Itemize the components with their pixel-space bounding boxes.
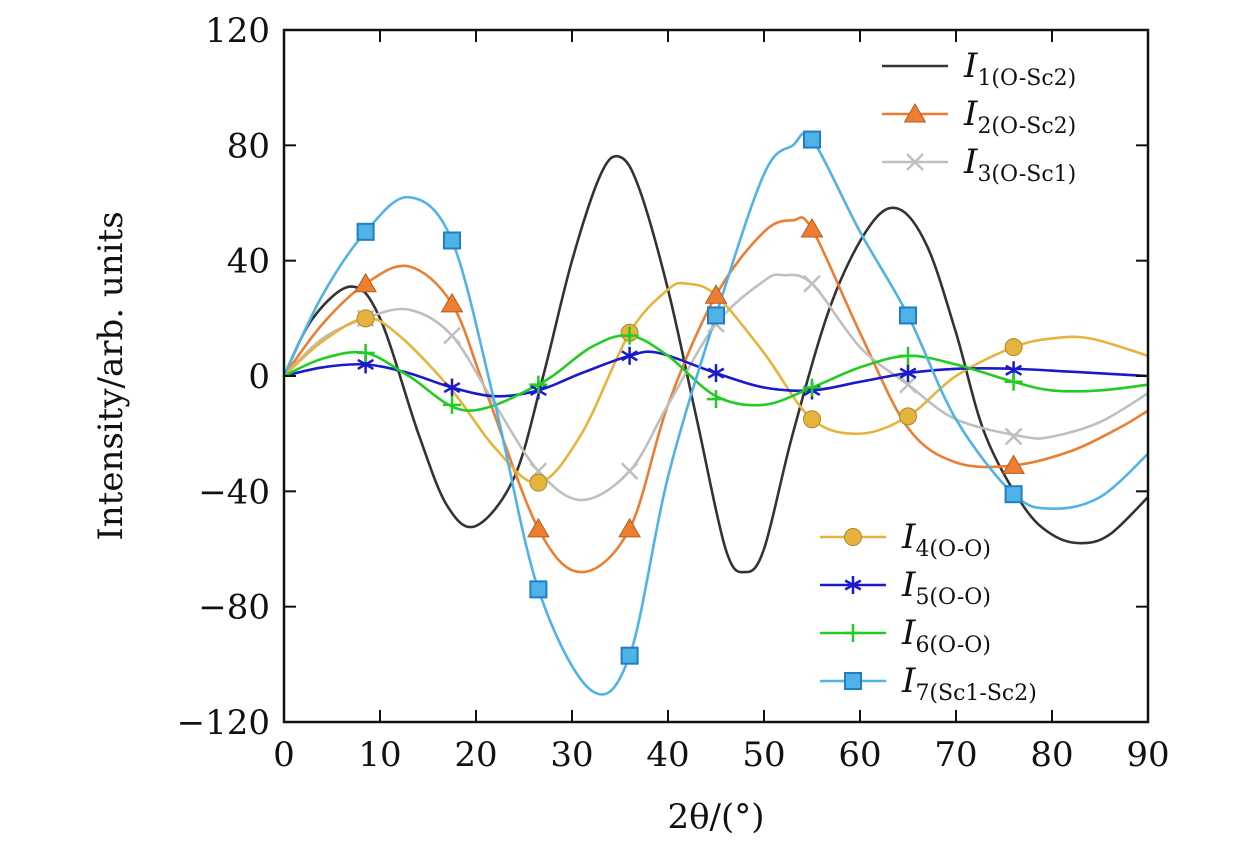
series-markers-4: [356, 309, 1023, 492]
legend-marker: [903, 103, 927, 123]
series-markers: [354, 130, 1025, 665]
data-point-marker: [1002, 454, 1025, 474]
data-point-marker: [443, 231, 461, 250]
data-point-marker: [803, 378, 821, 397]
legend-label: I1(O-Sc2): [963, 46, 1076, 91]
legend-label: I6(O-O): [901, 613, 991, 658]
y-axis-title: Intensity/arb. units: [91, 211, 131, 540]
data-point-marker: [529, 580, 548, 599]
legend-label: I2(O-Sc2): [963, 94, 1076, 139]
data-point-marker: [620, 646, 639, 665]
legend-label: I7(Sc1-Sc2): [901, 661, 1037, 706]
data-point-marker: [356, 343, 375, 362]
data-point-marker: [899, 306, 917, 325]
series-markers-2: [354, 217, 1025, 538]
x-tick-label: 80: [1030, 735, 1073, 775]
data-point-marker: [443, 395, 461, 414]
y-tick-label: −40: [198, 472, 270, 512]
y-tick-label: 80: [227, 126, 270, 166]
y-tick-label: 0: [248, 357, 270, 397]
x-tick-label: 50: [742, 735, 785, 775]
data-point-marker: [1004, 427, 1023, 446]
data-point-marker: [620, 462, 639, 481]
x-tick-label: 90: [1126, 735, 1169, 775]
data-point-marker: [899, 346, 917, 365]
data-point-marker: [1004, 485, 1023, 504]
y-tick-label: 120: [205, 11, 270, 51]
legend-marker: [906, 153, 924, 171]
data-point-marker: [443, 378, 461, 397]
data-point-marker: [800, 217, 824, 238]
data-point-marker: [529, 473, 548, 492]
x-tick-label: 40: [646, 735, 689, 775]
data-point-marker: [527, 517, 550, 538]
data-point-marker: [803, 130, 821, 149]
x-tick-label: 70: [934, 735, 977, 775]
legend-item-1: I1(O-Sc2): [882, 46, 1076, 91]
legend-top-right: I1(O-Sc2)I2(O-Sc2)I3(O-Sc1): [882, 46, 1076, 187]
data-point-marker: [803, 410, 821, 429]
data-point-marker: [899, 375, 917, 394]
legend-label: I5(O-O): [901, 565, 991, 610]
legend-item-2: I2(O-Sc2): [882, 94, 1076, 139]
legend-bottom-right: I4(O-O)I5(O-O)I6(O-O)I7(Sc1-Sc2): [820, 517, 1037, 706]
legend-item-7: I7(Sc1-Sc2): [820, 661, 1037, 706]
data-point-marker: [899, 407, 917, 426]
series-line-7: [282, 132, 1149, 696]
y-tick-label: −80: [198, 588, 270, 628]
data-point-marker: [356, 309, 375, 328]
data-point-marker: [443, 326, 461, 345]
series-markers-6: [356, 326, 1023, 414]
data-point-marker: [621, 346, 639, 365]
y-tick-label: −120: [177, 703, 270, 743]
x-tick-label: 30: [550, 735, 593, 775]
data-point-marker: [1004, 372, 1023, 391]
series-markers-7: [356, 130, 1023, 665]
data-point-marker: [803, 274, 821, 293]
series-line-5: [283, 350, 1149, 398]
legend-item-5: I5(O-O): [820, 565, 991, 610]
series-line-4: [283, 281, 1149, 485]
data-point-marker: [707, 390, 725, 409]
y-tick-label: 40: [227, 242, 270, 282]
data-point-marker: [620, 326, 639, 345]
series-line-2: [282, 216, 1149, 574]
x-tick-label: 60: [838, 735, 881, 775]
legend-marker: [844, 672, 862, 690]
x-tick-label: 10: [358, 735, 401, 775]
legend-marker: [844, 576, 862, 594]
data-point-marker: [704, 284, 728, 304]
data-point-marker: [1004, 338, 1023, 357]
data-point-marker: [354, 272, 377, 293]
legend-item-3: I3(O-Sc1): [882, 142, 1076, 187]
x-tick-label: 20: [454, 735, 497, 775]
series-line-1: [282, 154, 1149, 574]
axis-ticks: 0 10 20 30 40 50 60 70 80 90 −120 −80 −40 0 40 80 120: [177, 11, 1170, 775]
data-point-marker: [899, 364, 917, 383]
legend-label: I3(O-Sc1): [963, 142, 1076, 187]
data-point-marker: [618, 517, 641, 538]
legend-item-6: I6(O-O): [820, 613, 991, 658]
data-point-marker: [440, 292, 464, 313]
data-point-marker: [356, 222, 375, 241]
legend-marker: [844, 624, 862, 642]
x-tick-label: 0: [273, 735, 295, 775]
data-point-marker: [529, 375, 548, 394]
data-point-marker: [707, 364, 725, 383]
legend-item-4: I4(O-O): [820, 517, 991, 562]
x-axis-title: 2θ/(°): [667, 797, 764, 837]
legend-label: I4(O-O): [901, 517, 991, 562]
series-curves: [282, 132, 1149, 696]
data-point-marker: [707, 306, 725, 325]
legend-marker: [844, 528, 862, 546]
